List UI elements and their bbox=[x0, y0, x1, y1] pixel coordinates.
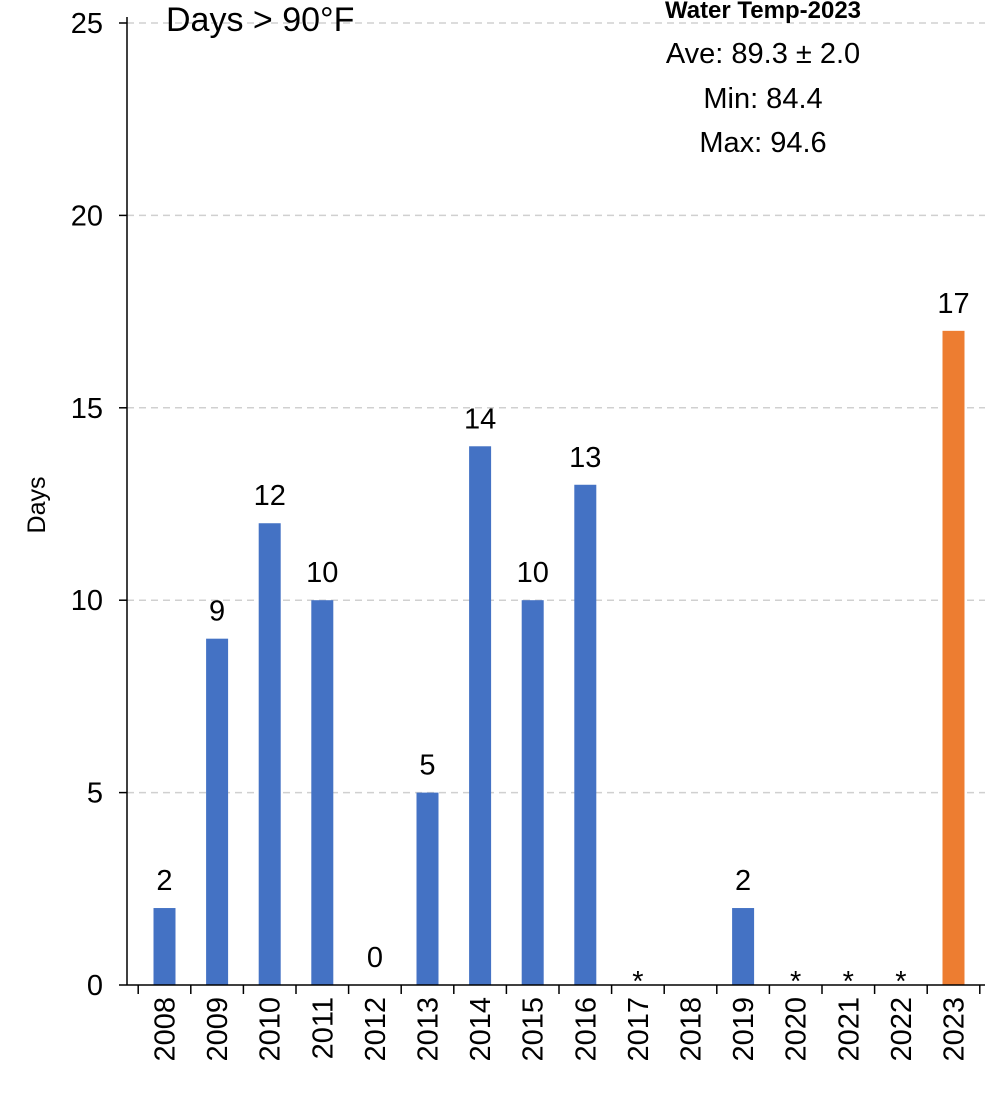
bar-2010 bbox=[258, 523, 281, 985]
bar-2023 bbox=[942, 330, 965, 986]
x-tick-label-2017: 2017 bbox=[623, 997, 655, 1062]
x-tick-label-2021: 2021 bbox=[833, 997, 865, 1062]
chart-title: Days > 90°F bbox=[166, 1, 354, 39]
data-label-2010: 12 bbox=[254, 480, 286, 512]
x-tick-label-2011: 2011 bbox=[307, 997, 339, 1059]
x-tick-label-2018: 2018 bbox=[676, 997, 708, 1062]
bar-2009 bbox=[206, 638, 229, 985]
y-tick-label: 10 bbox=[71, 585, 103, 617]
data-label-2013: 5 bbox=[419, 750, 435, 782]
x-tick-label-2012: 2012 bbox=[360, 997, 392, 1062]
bar-2016 bbox=[574, 484, 597, 985]
bar-2013 bbox=[416, 792, 439, 985]
y-tick-label: 0 bbox=[87, 970, 103, 1002]
bar-2015 bbox=[521, 600, 544, 985]
annotation-box: Water Temp-2023 Ave: 89.3 ± 2.0 Min: 84.… bbox=[665, 0, 861, 159]
y-tick-label: 20 bbox=[71, 200, 103, 232]
x-tick-label-2010: 2010 bbox=[255, 997, 287, 1062]
data-label-2012: 0 bbox=[367, 942, 383, 974]
bar-2008 bbox=[153, 908, 176, 985]
annotation-average: Ave: 89.3 ± 2.0 bbox=[666, 38, 860, 70]
x-tick-label-2013: 2013 bbox=[413, 997, 445, 1062]
no-data-marker-2021: * bbox=[843, 966, 854, 998]
y-tick-labels: 0 5 10 15 20 25 bbox=[71, 8, 103, 1002]
no-data-marker-2020: * bbox=[790, 966, 801, 998]
x-tick-label-2009: 2009 bbox=[202, 997, 234, 1062]
x-tick-label-2023: 2023 bbox=[939, 997, 971, 1062]
grid-lines bbox=[127, 22, 985, 794]
bars bbox=[153, 330, 965, 986]
no-data-marker-2017: * bbox=[632, 966, 643, 998]
data-label-2011: 10 bbox=[306, 557, 338, 589]
no-data-marker-2022: * bbox=[895, 966, 906, 998]
data-label-2014: 14 bbox=[464, 403, 496, 435]
y-tick-label: 25 bbox=[71, 8, 103, 40]
data-label-2015: 10 bbox=[517, 557, 549, 589]
x-tick-label-2008: 2008 bbox=[150, 997, 182, 1062]
x-tick-labels: 2008 2009 2010 2011 2012 2013 2014 2015 2016 2017… bbox=[150, 997, 971, 1062]
x-tick-label-2022: 2022 bbox=[886, 997, 918, 1062]
bar-2019 bbox=[732, 908, 755, 985]
y-tick-label: 5 bbox=[87, 778, 103, 810]
data-label-2019: 2 bbox=[735, 865, 751, 897]
x-tick-label-2014: 2014 bbox=[465, 997, 497, 1062]
data-label-2016: 13 bbox=[569, 442, 601, 474]
bar-2011 bbox=[311, 600, 334, 985]
data-label-2023: 17 bbox=[937, 288, 969, 320]
bar-2014 bbox=[469, 446, 492, 985]
data-label-2009: 9 bbox=[209, 596, 225, 628]
y-axis-title: Days bbox=[23, 477, 51, 534]
annotation-max: Max: 94.6 bbox=[699, 127, 826, 159]
x-tick-label-2020: 2020 bbox=[781, 997, 813, 1062]
x-tick-label-2016: 2016 bbox=[570, 997, 602, 1062]
axes bbox=[119, 17, 985, 994]
annotation-title: Water Temp-2023 bbox=[665, 0, 861, 24]
y-tick-label: 15 bbox=[71, 393, 103, 425]
data-label-2008: 2 bbox=[156, 865, 172, 897]
annotation-min: Min: 84.4 bbox=[703, 83, 822, 115]
data-labels: 2 9 12 10 0 5 14 10 13 * 2 * * * 17 bbox=[156, 288, 969, 998]
x-tick-label-2019: 2019 bbox=[728, 997, 760, 1062]
x-tick-label-2015: 2015 bbox=[518, 997, 550, 1062]
